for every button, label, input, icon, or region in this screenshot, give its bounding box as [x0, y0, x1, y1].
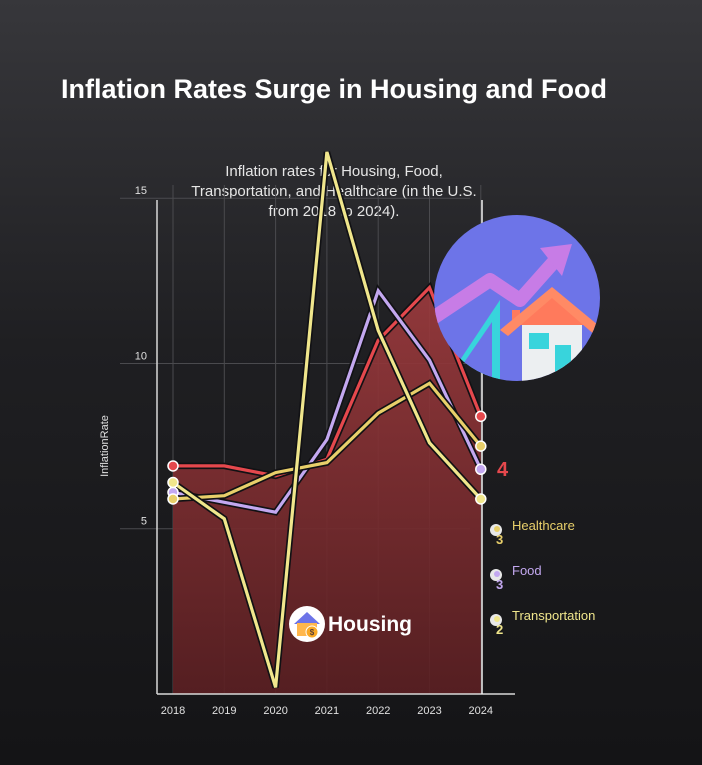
end-label-healthcare: 3	[496, 532, 503, 547]
house-dollar-icon: $	[289, 606, 325, 642]
series-line-food	[171, 287, 483, 514]
x-tick-label: 2023	[417, 705, 441, 717]
x-tick-label: 2021	[315, 705, 339, 717]
series-line-transportation	[171, 151, 483, 688]
labels: 4 3 Healthcare 3 Food 2 Transportation Housing	[328, 459, 595, 637]
series-line-healthcare	[171, 381, 483, 501]
series-mini-icon-dot	[494, 616, 500, 622]
data-point-transportation	[475, 493, 487, 505]
x-tick-label: 2022	[366, 705, 390, 717]
y-tick-label: 10	[135, 350, 147, 362]
legend-label-healthcare: Healthcare	[512, 518, 575, 533]
x-tick-label: 2019	[212, 705, 236, 717]
end-label-food: 3	[496, 577, 503, 592]
x-tick-label: 2018	[161, 705, 185, 717]
series-mini-icon-dot	[494, 526, 500, 532]
data-point-transportation	[167, 476, 179, 489]
data-point-housing	[475, 410, 487, 423]
legend-label-food: Food	[512, 563, 542, 578]
series-label-housing: Housing	[328, 613, 412, 636]
data-point-healthcare	[475, 440, 487, 452]
data-point-housing	[167, 460, 179, 472]
data-point-food	[475, 463, 487, 475]
series-lines	[169, 151, 485, 689]
y-tick-label: 5	[141, 516, 147, 528]
series-mini-icon-dot	[494, 571, 500, 577]
svg-text:$: $	[310, 628, 315, 637]
subtitle-line: Transportation, and Healthcare (in the U…	[191, 183, 477, 200]
end-label-transportation: 2	[496, 622, 503, 637]
x-tick-label: 2020	[263, 705, 287, 717]
house-growth-chart-icon	[434, 215, 600, 381]
end-label-housing: 4	[497, 459, 509, 481]
chart-title: Inflation Rates Surge in Housing and Foo…	[61, 74, 607, 104]
data-point-healthcare	[167, 493, 179, 505]
y-axis-label: InflationRate	[99, 415, 111, 477]
x-tick-label: 2024	[469, 705, 493, 717]
series-points	[167, 410, 487, 505]
legend-label-transportation: Transportation	[512, 608, 595, 623]
subtitle-line: from 2018 to 2024).	[268, 203, 400, 220]
y-tick-label: 15	[135, 185, 147, 197]
